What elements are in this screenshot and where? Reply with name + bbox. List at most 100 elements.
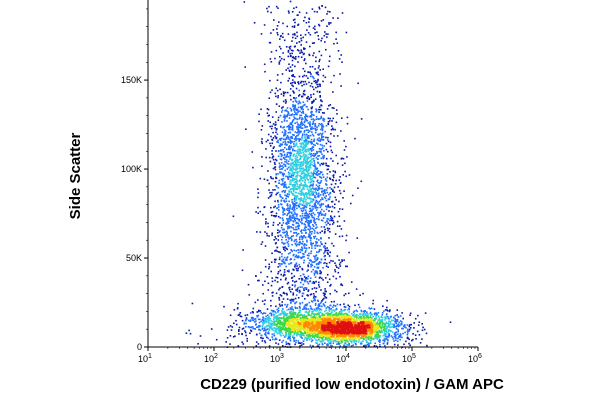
event-dot: [279, 332, 281, 334]
event-dot: [378, 329, 380, 332]
event-dot: [387, 335, 389, 338]
event-dot: [325, 338, 327, 340]
event-dot: [293, 97, 295, 99]
event-dot: [306, 204, 308, 207]
event-dot: [318, 108, 320, 111]
event-dot: [262, 320, 265, 322]
event-dot: [215, 338, 218, 341]
event-dot: [344, 162, 346, 165]
event-dot: [278, 182, 280, 184]
event-dot: [252, 311, 254, 314]
event-dot: [289, 326, 292, 329]
event-dot: [359, 320, 361, 323]
event-dot: [282, 95, 285, 97]
event-dot: [296, 187, 299, 190]
event-dot: [311, 227, 314, 230]
event-dot: [296, 196, 298, 199]
event-dot: [286, 91, 289, 94]
event-dot: [331, 338, 334, 341]
event-dot: [328, 309, 330, 311]
event-dot: [308, 247, 310, 249]
event-dot: [409, 312, 412, 315]
event-dot: [300, 230, 302, 232]
event-dot: [340, 54, 342, 56]
event-dot: [312, 165, 315, 167]
event-dot: [379, 323, 381, 325]
event-dot: [294, 313, 296, 316]
event-dot: [286, 314, 288, 317]
event-dot: [293, 205, 296, 207]
event-dot: [338, 312, 340, 314]
event-dot: [310, 265, 312, 268]
event-dot: [301, 148, 303, 151]
event-dot: [314, 317, 317, 320]
event-dot: [306, 214, 309, 217]
event-dot: [289, 332, 292, 335]
event-dot: [314, 32, 316, 34]
event-dot: [306, 254, 309, 256]
event-dot: [327, 121, 330, 123]
event-dot: [278, 258, 281, 261]
event-dot: [318, 186, 320, 189]
event-dot: [296, 121, 298, 124]
event-dot: [324, 6, 327, 9]
event-dot: [323, 246, 325, 248]
event-dot: [305, 232, 307, 234]
event-dot: [288, 332, 290, 334]
event-dot: [318, 150, 320, 153]
event-dot: [297, 164, 299, 166]
event-dot: [366, 316, 368, 318]
event-dot: [274, 57, 276, 60]
event-dot: [358, 313, 361, 315]
event-dot: [272, 338, 274, 341]
event-dot: [398, 334, 401, 337]
event-dot: [260, 243, 263, 245]
event-dot: [271, 252, 273, 255]
event-dot: [317, 306, 319, 309]
event-dot: [377, 324, 379, 327]
event-dot: [300, 203, 302, 205]
event-dot: [310, 189, 313, 191]
event-dot: [299, 200, 301, 203]
event-dot: [278, 321, 280, 323]
event-dot: [329, 177, 331, 179]
event-dot: [288, 269, 290, 272]
event-dot: [315, 60, 317, 63]
event-dot: [362, 292, 364, 295]
event-dot: [263, 303, 266, 305]
event-dot: [304, 315, 306, 317]
event-dot: [303, 157, 305, 160]
event-dot: [355, 316, 358, 319]
event-dot: [329, 104, 332, 106]
event-dot: [305, 144, 307, 146]
event-dot: [303, 247, 306, 249]
event-dot: [345, 338, 348, 340]
event-dot: [324, 41, 326, 43]
event-dot: [301, 243, 304, 245]
event-dot: [303, 120, 306, 122]
event-dot: [309, 219, 312, 222]
event-dot: [273, 206, 275, 209]
event-dot: [308, 174, 311, 177]
event-dot: [304, 318, 306, 321]
event-dot: [361, 319, 363, 322]
event-dot: [292, 161, 294, 164]
event-dot: [283, 129, 286, 131]
event-dot: [294, 157, 297, 160]
event-dot: [313, 188, 315, 191]
event-dot: [283, 184, 285, 186]
event-dot: [336, 317, 339, 319]
event-dot: [297, 342, 300, 344]
event-dot: [302, 187, 304, 190]
event-dot: [281, 259, 283, 262]
event-dot: [306, 171, 309, 174]
event-dot: [292, 194, 294, 196]
event-dot: [283, 120, 286, 122]
event-dot: [300, 332, 302, 335]
event-dot: [336, 315, 339, 318]
event-dot: [287, 212, 289, 215]
event-dot: [281, 324, 284, 326]
event-dot: [283, 328, 285, 330]
event-dot: [319, 308, 322, 310]
event-dot: [293, 318, 296, 320]
